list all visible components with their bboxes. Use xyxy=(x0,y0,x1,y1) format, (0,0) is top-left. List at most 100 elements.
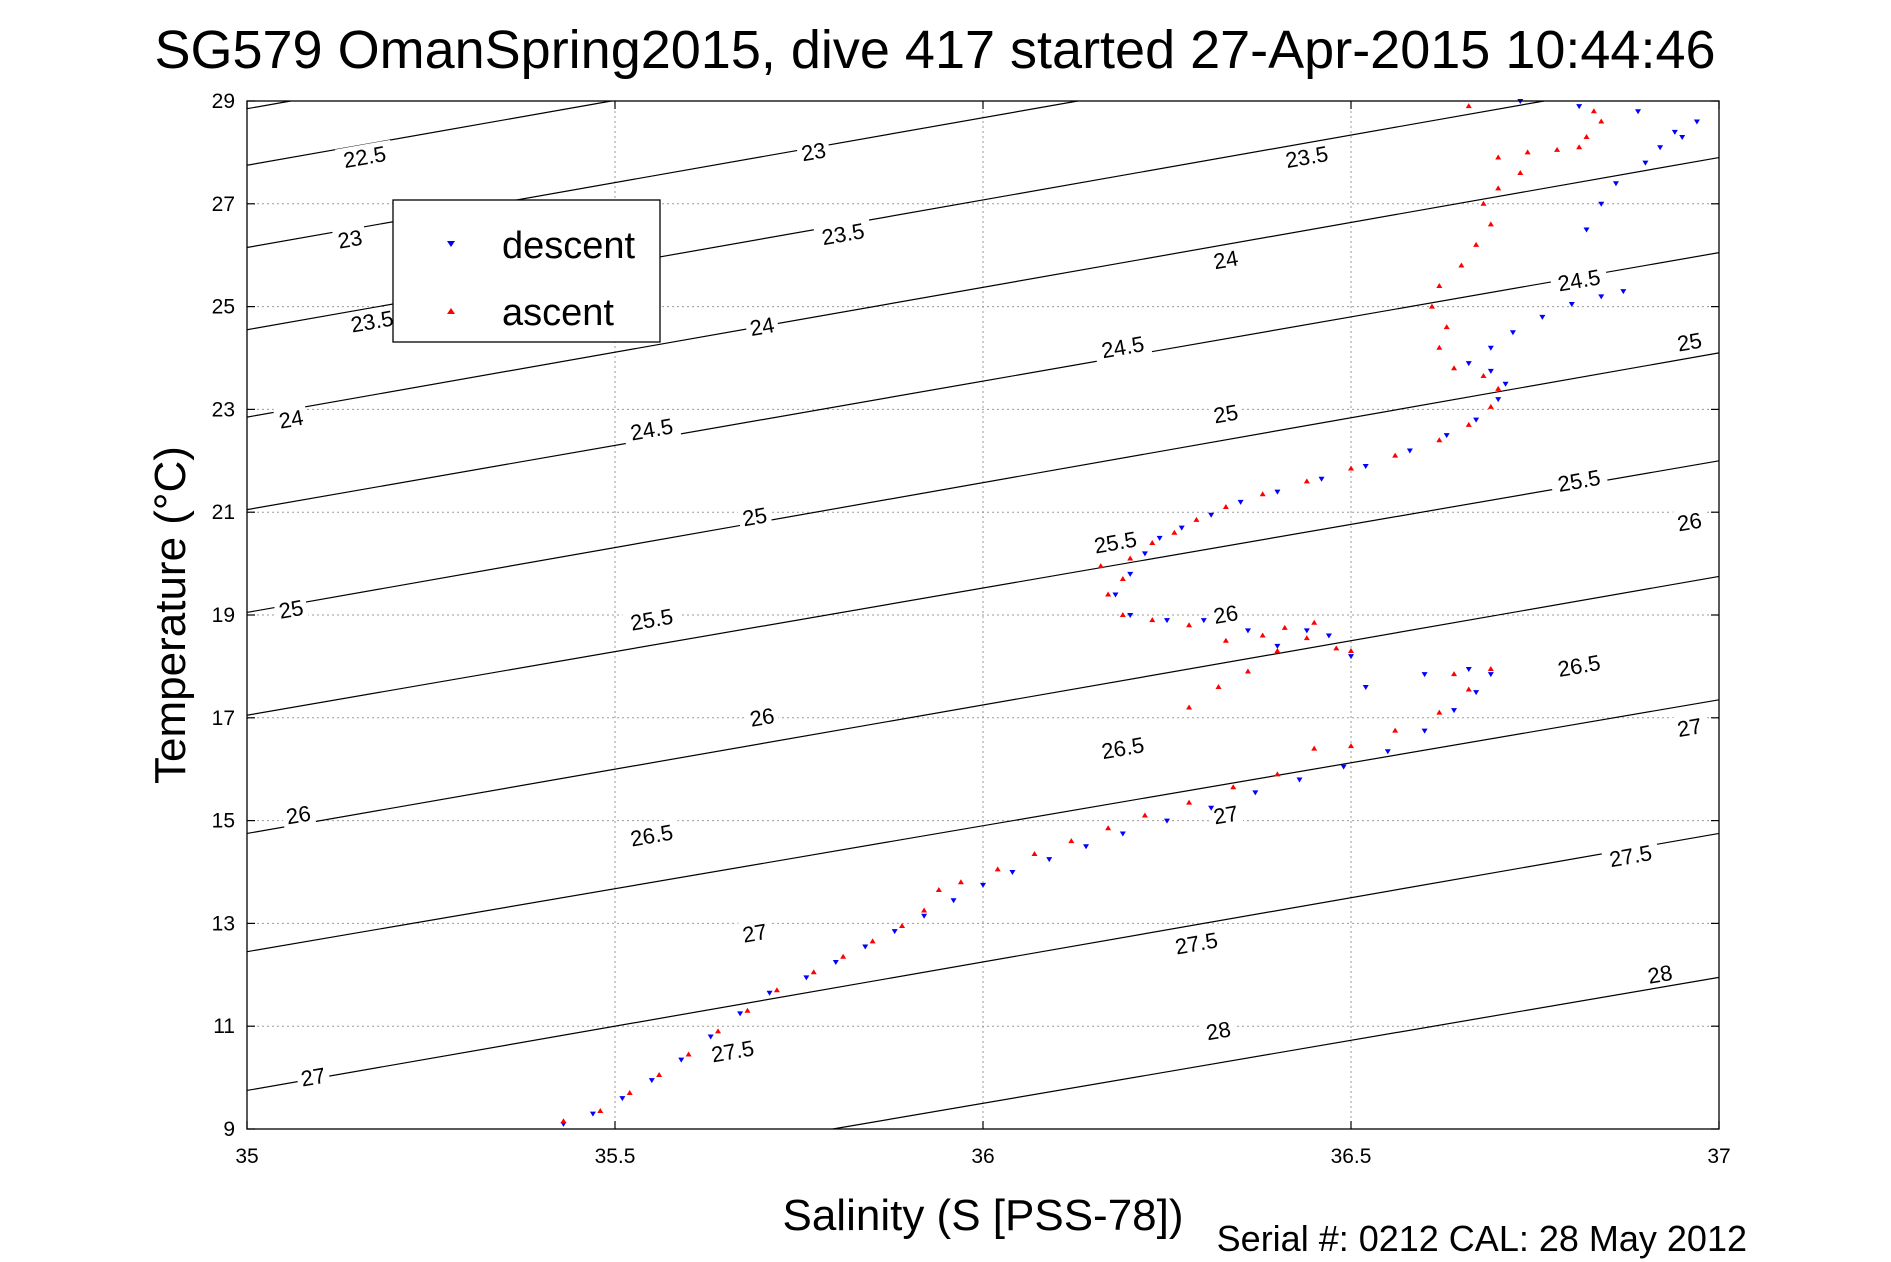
density-contour-27 xyxy=(246,699,1720,953)
descent-series xyxy=(560,99,1700,1127)
contour-label: 25 xyxy=(1671,326,1708,357)
ascent-point xyxy=(1436,437,1443,443)
contour-label: 25 xyxy=(736,501,773,531)
ascent-point xyxy=(1436,283,1443,289)
descent-point xyxy=(1642,160,1649,166)
y-tick-label: 27 xyxy=(212,193,235,216)
contour-label: 25 xyxy=(273,594,309,624)
contour-label-background xyxy=(736,918,773,948)
chart-title: SG579 OmanSpring2015, dive 417 started 2… xyxy=(154,20,1715,80)
contour-label: 24.5 xyxy=(621,412,682,446)
y-tick-label: 17 xyxy=(212,707,235,730)
ascent-point xyxy=(1517,169,1524,175)
ascent-point xyxy=(1303,635,1310,641)
legend-descent-label: descent xyxy=(502,225,636,267)
contour-label-text: 26 xyxy=(748,703,776,732)
descent-point xyxy=(862,944,869,950)
ascent-point xyxy=(1480,200,1487,206)
y-axis-title: Temperature (°C) xyxy=(146,446,195,784)
contour-label-background xyxy=(280,799,317,830)
legend-descent-marker xyxy=(447,241,455,247)
contour-label-text: 23 xyxy=(799,137,827,166)
ascent-point xyxy=(1465,686,1472,692)
ascent-point xyxy=(1576,144,1583,150)
descent-point xyxy=(1252,790,1259,796)
contour-label-background xyxy=(1549,463,1609,498)
ascent-point xyxy=(1303,478,1310,484)
descent-point xyxy=(1325,633,1332,639)
ascent-point xyxy=(1554,146,1561,152)
ascent-point xyxy=(1259,632,1266,638)
descent-point xyxy=(1362,463,1369,469)
descent-point xyxy=(1200,618,1207,624)
descent-point xyxy=(950,898,957,904)
contour-label: 24 xyxy=(744,311,780,341)
y-tick-label: 19 xyxy=(212,604,235,627)
descent-point xyxy=(832,959,839,965)
contour-label: 26 xyxy=(1671,506,1708,536)
density-contour-25 xyxy=(246,252,1720,511)
descent-point xyxy=(1421,672,1428,678)
ascent-point xyxy=(1451,365,1458,371)
density-contour-22.5 xyxy=(246,100,291,110)
contour-label: 25.5 xyxy=(621,602,682,636)
y-axis-ticks: 9 11 13 15 17 19 21 23 25 27 29 xyxy=(212,90,1719,1141)
y-tick-label: 9 xyxy=(223,1118,235,1141)
ascent-point xyxy=(921,907,928,913)
ascent-point xyxy=(744,1007,751,1013)
contour-label-background xyxy=(1093,330,1153,364)
ascent-point xyxy=(1244,668,1251,674)
y-tick-label: 11 xyxy=(213,1015,235,1038)
contour-label-text: 28 xyxy=(1646,960,1674,989)
descent-point xyxy=(1620,289,1627,295)
ascent-point xyxy=(1193,516,1200,522)
x-tick-label: 37 xyxy=(1707,1145,1730,1168)
descent-point xyxy=(1127,571,1134,577)
descent-point xyxy=(1509,330,1516,336)
descent-point xyxy=(1679,134,1686,140)
contour-label: 27 xyxy=(1207,799,1244,829)
ascent-point xyxy=(1171,529,1178,535)
ascent-point xyxy=(1230,784,1237,790)
contour-label-background xyxy=(1642,959,1678,989)
ascent-point xyxy=(656,1072,663,1078)
contour-label-background xyxy=(1600,838,1661,873)
ascent-point xyxy=(810,969,817,975)
ascent-point xyxy=(1186,799,1193,805)
ascent-point xyxy=(1031,851,1038,857)
ascent-point xyxy=(1186,704,1193,710)
contour-label: 25 xyxy=(1207,398,1244,428)
descent-point xyxy=(1502,381,1509,387)
ascent-point xyxy=(1259,491,1266,497)
ascent-point xyxy=(1598,118,1605,124)
ascent-point xyxy=(1495,185,1502,191)
contour-label-background xyxy=(813,216,873,251)
y-tick-label: 29 xyxy=(212,90,235,113)
ascent-point xyxy=(957,879,964,885)
descent-point xyxy=(1296,777,1303,783)
y-tick-label: 23 xyxy=(212,398,235,421)
x-tick-label: 36.5 xyxy=(1331,1145,1372,1168)
ascent-point xyxy=(1068,838,1075,844)
ascent-point xyxy=(1487,221,1494,227)
ascent-point xyxy=(1311,619,1318,625)
contour-label-background xyxy=(736,501,773,531)
contour-label: 27.5 xyxy=(1166,926,1226,960)
ascent-point xyxy=(1105,591,1112,597)
descent-point xyxy=(1009,870,1016,875)
ascent-series xyxy=(560,103,1605,1124)
descent-point xyxy=(1598,294,1605,300)
ascent-point xyxy=(1495,385,1502,391)
descent-point xyxy=(1208,805,1215,811)
ascent-point xyxy=(869,938,876,944)
descent-point xyxy=(1384,749,1391,755)
ascent-point xyxy=(1465,103,1472,109)
legend-box xyxy=(392,199,661,343)
descent-point xyxy=(1473,690,1480,696)
contour-label-text: 25 xyxy=(741,502,769,531)
contour-label-text: 27 xyxy=(1675,713,1703,742)
contour-label: 24 xyxy=(273,404,309,434)
contour-label: 27 xyxy=(295,1062,331,1092)
density-contour-23.5 xyxy=(246,100,1078,249)
ascent-point xyxy=(1473,241,1480,247)
